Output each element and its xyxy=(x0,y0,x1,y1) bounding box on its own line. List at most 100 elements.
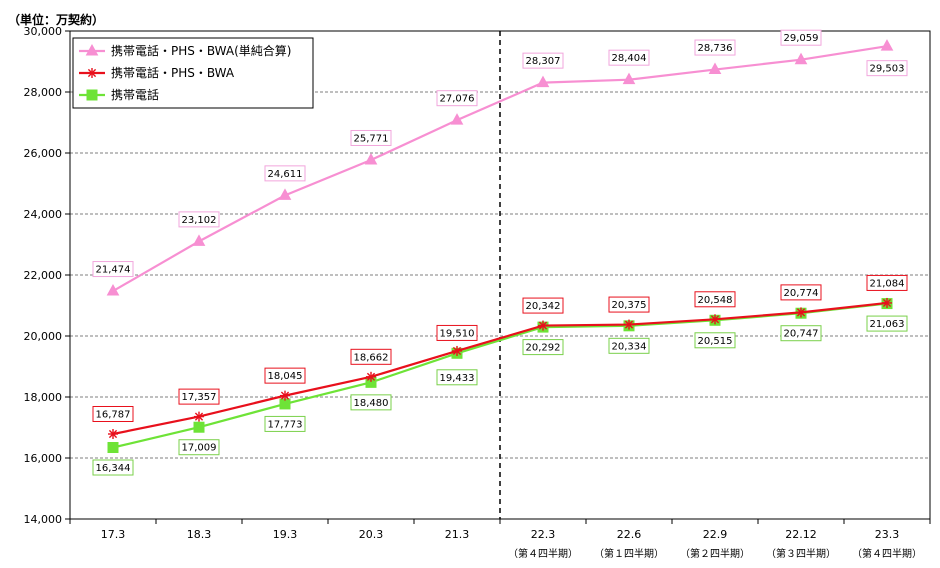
data-point xyxy=(708,62,722,75)
data-point xyxy=(622,72,636,85)
data-label: 20,375 xyxy=(612,300,647,311)
data-label: 19,433 xyxy=(440,373,475,384)
data-label: 20,292 xyxy=(526,343,561,354)
y-tick-label: 22,000 xyxy=(24,269,63,282)
data-point xyxy=(280,390,290,401)
data-label-box xyxy=(780,325,822,342)
data-label: 20,342 xyxy=(526,301,561,312)
data-label-box xyxy=(522,52,564,69)
data-label: 16,344 xyxy=(96,463,131,474)
series-line xyxy=(112,45,888,292)
data-point xyxy=(107,442,119,454)
legend: 携帯電話・PHS・BWA(単純合算) 携帯電話・PHS・BWA 携帯電話 xyxy=(72,37,314,109)
data-point xyxy=(796,307,806,318)
data-label: 20,774 xyxy=(784,288,819,299)
series-layer xyxy=(106,39,894,454)
x-tick-label: 22.6 xyxy=(617,528,642,541)
data-label: 28,307 xyxy=(526,56,561,67)
data-label-box xyxy=(866,274,908,291)
data-label: 23,102 xyxy=(182,215,217,226)
data-label: 29,503 xyxy=(870,64,905,75)
data-label-box xyxy=(866,60,908,77)
data-label-box xyxy=(264,415,306,432)
data-label-box xyxy=(92,261,134,278)
data-label: 25,771 xyxy=(354,133,389,144)
y-tick-label: 24,000 xyxy=(24,208,63,221)
data-label: 28,736 xyxy=(698,43,733,54)
data-label-box xyxy=(436,90,478,107)
data-labels: 21,474 23,102 24,611 25,771 27,076 28,307 28,4… xyxy=(92,29,908,476)
data-point xyxy=(106,284,120,296)
y-axis: 14,000 16,000 18,000 20,000 22,000 24,000 26,0… xyxy=(24,25,70,526)
x-axis: 17.3 18.3 19.3 20.3 21.3 22.3 （第４四半期） 22.6 （第１四半… xyxy=(69,519,931,560)
data-label: 21,474 xyxy=(96,265,131,276)
unit-label: （単位：万契約） xyxy=(8,12,104,27)
data-point xyxy=(880,39,894,51)
data-point xyxy=(278,188,292,200)
data-label: 18,045 xyxy=(268,371,303,382)
data-label-box xyxy=(608,49,650,66)
data-label-box xyxy=(866,315,908,332)
data-point xyxy=(452,345,462,356)
data-label-box xyxy=(178,439,220,456)
data-label-box xyxy=(264,367,306,384)
data-label: 17,773 xyxy=(268,419,303,430)
legend-item: 携帯電話・PHS・BWA(単純合算) xyxy=(79,43,291,58)
data-label-box xyxy=(350,348,392,365)
data-label-box xyxy=(694,39,736,56)
data-label: 17,009 xyxy=(182,443,217,454)
data-label: 28,404 xyxy=(612,53,647,64)
legend-item: 携帯電話 xyxy=(79,87,159,102)
data-point xyxy=(882,297,892,308)
legend-label: 携帯電話・PHS・BWA xyxy=(111,65,235,80)
x-tick-label: 22.12 xyxy=(785,528,817,541)
x-tick-sublabel: （第３四半期） xyxy=(766,547,836,560)
y-tick-label: 16,000 xyxy=(24,452,63,465)
data-label-box xyxy=(522,297,564,314)
data-label-box xyxy=(436,369,478,386)
data-label-box xyxy=(694,332,736,349)
data-label-box xyxy=(522,339,564,356)
x-tick-sublabel: （第４四半期） xyxy=(852,547,922,560)
data-point xyxy=(624,319,634,330)
data-label-box xyxy=(436,324,478,341)
series-0 xyxy=(106,39,894,296)
data-label-box xyxy=(350,129,392,146)
data-label-box xyxy=(178,211,220,228)
data-point xyxy=(194,411,204,422)
x-tick-label: 22.3 xyxy=(531,528,556,541)
data-label-box xyxy=(92,459,134,476)
data-label: 19,510 xyxy=(440,328,475,339)
y-tick-label: 30,000 xyxy=(24,25,63,38)
legend-label: 携帯電話 xyxy=(111,87,159,102)
data-point xyxy=(366,371,376,382)
x-tick-label: 19.3 xyxy=(273,528,298,541)
data-point xyxy=(450,113,464,125)
data-label: 20,747 xyxy=(784,329,819,340)
legend-marker xyxy=(87,68,97,78)
data-label: 18,662 xyxy=(354,352,389,363)
data-point xyxy=(193,421,205,433)
data-label-box xyxy=(780,284,822,301)
data-label: 20,334 xyxy=(612,341,647,352)
data-label: 24,611 xyxy=(268,169,303,180)
data-point xyxy=(794,52,808,65)
data-point xyxy=(536,75,550,88)
data-label-box xyxy=(608,337,650,354)
data-point xyxy=(192,234,206,246)
x-tick-sublabel: （第１四半期） xyxy=(594,547,664,560)
data-label: 17,357 xyxy=(182,392,217,403)
data-label: 20,515 xyxy=(698,336,733,347)
data-label-box xyxy=(178,388,220,405)
x-tick-label: 20.3 xyxy=(359,528,384,541)
x-tick-sublabel: （第４四半期） xyxy=(508,547,578,560)
data-label: 27,076 xyxy=(440,94,475,105)
data-label: 16,787 xyxy=(96,409,131,420)
x-tick-label: 17.3 xyxy=(101,528,126,541)
legend-box xyxy=(72,37,314,109)
x-tick-label: 21.3 xyxy=(445,528,470,541)
x-tick-label: 23.3 xyxy=(875,528,900,541)
data-point xyxy=(710,314,720,325)
data-label: 21,084 xyxy=(870,278,905,289)
